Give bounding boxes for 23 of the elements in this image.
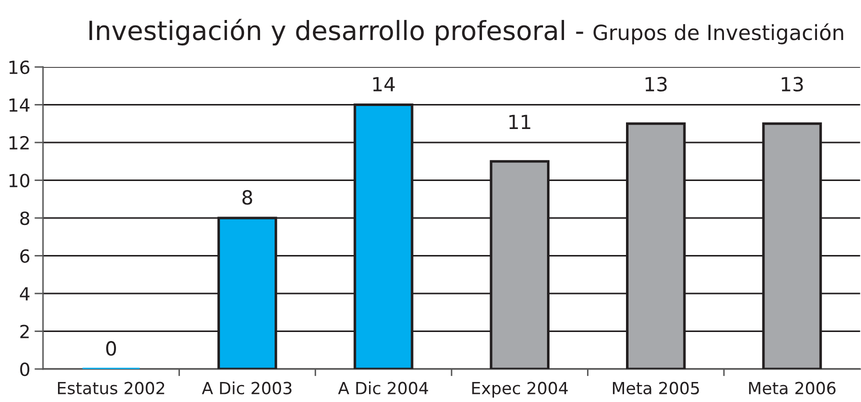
x-tick-label: Meta 2006	[749, 382, 836, 394]
data-label: 8	[242, 190, 252, 205]
y-tick-label: 8	[20, 211, 30, 226]
y-tick-label: 2	[20, 324, 29, 338]
y-tick-label: 14	[10, 98, 30, 112]
data-label: 13	[782, 76, 803, 92]
x-tick-label: A Dic 2003	[202, 382, 292, 394]
y-tick-label: 12	[10, 136, 29, 150]
data-label: 0	[106, 341, 116, 356]
x-tick-label: Expec 2004	[472, 382, 568, 398]
y-tick-label: 10	[10, 174, 30, 188]
x-tick-label: A Dic 2004	[338, 382, 428, 394]
chart-subtitle: Grupos de Investigación	[594, 23, 844, 44]
y-tick-label: 6	[20, 249, 30, 263]
y-tick-label: 16	[10, 60, 30, 74]
x-tick-label: Estatus 2002	[58, 382, 164, 394]
y-tick-label: 4	[20, 287, 30, 300]
data-label: 14	[373, 77, 395, 92]
y-tick-label: 0	[20, 362, 30, 376]
data-label: 11	[509, 114, 530, 129]
x-tick-label: Meta 2005	[612, 382, 699, 394]
data-label: 13	[646, 76, 667, 92]
chart-title: Investigación y desarrollo profesoral -	[89, 18, 584, 46]
